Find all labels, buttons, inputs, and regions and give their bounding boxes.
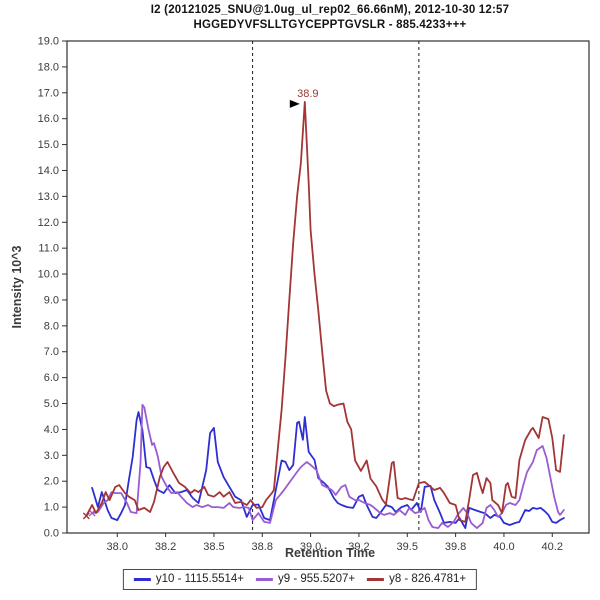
x-axis-title: Retention Time [284, 546, 376, 560]
x-tick-label: 38.2 [155, 541, 176, 553]
y-tick-label: 17.0 [38, 87, 59, 99]
plot-frame [66, 40, 590, 534]
y-tick-label: 7.0 [44, 346, 59, 358]
legend-swatch-y9 [256, 577, 274, 581]
series-line-y10 [91, 411, 565, 529]
y-tick-label: 19.0 [38, 36, 59, 48]
y-tick-label: 16.0 [38, 113, 59, 125]
peak-pointer-icon [289, 99, 300, 108]
x-tick-label: 39.2 [348, 541, 369, 553]
y-tick-label: 15.0 [38, 139, 59, 151]
y-tick-label: 8.0 [44, 320, 59, 332]
legend-label-y10: y10 - 1115.5514+ [155, 573, 245, 585]
y-tick-label: 1.0 [44, 502, 59, 514]
y-tick-label: 5.0 [44, 398, 59, 410]
legend-item-y10: y10 - 1115.5514+ [133, 573, 245, 585]
legend-label-y9: y9 - 955.5207+ [278, 573, 356, 585]
x-tick-label: 39.8 [445, 541, 466, 553]
y-tick-label: 14.0 [38, 165, 59, 177]
x-tick-label: 38.0 [107, 541, 128, 553]
legend-label-y8: y8 - 826.4781+ [389, 573, 467, 585]
legend-box: y10 - 1115.5514+ y9 - 955.5207+ y8 - 826.4… [122, 569, 478, 590]
y-tick-label: 13.0 [38, 191, 59, 203]
x-tick-label: 40.2 [542, 541, 563, 553]
x-tick-label: 39.0 [300, 541, 321, 553]
legend-item-y8: y8 - 826.4781+ [367, 573, 466, 585]
chart-title: I2 (20121025_SNU@1.0ug_ul_rep02_66.66nM)… [150, 4, 510, 16]
chart-subtitle: HGGEDYVFSLLTGYCEPPTGVSLR - 885.4233+++ [193, 19, 467, 31]
y-tick-label: 6.0 [44, 372, 59, 384]
x-tick-label: 38.5 [203, 541, 224, 553]
y-tick-label: 3.0 [44, 450, 59, 462]
x-tick-label: 38.8 [252, 541, 273, 553]
x-tick-label: 39.5 [397, 541, 418, 553]
legend-swatch-y10 [133, 577, 151, 581]
y-tick-label: 4.0 [44, 424, 59, 436]
y-tick-label: 12.0 [38, 217, 59, 229]
legend-item-y9: y9 - 955.5207+ [256, 573, 355, 585]
y-tick-label: 10.0 [38, 269, 59, 281]
series-line-y8 [85, 101, 565, 523]
peak-rt-annotation: 38.9 [297, 88, 318, 100]
y-tick-label: 11.0 [38, 243, 59, 255]
y-axis-title: Intensity 10^3 [10, 245, 24, 329]
series-start-marker-y8 [82, 512, 90, 520]
y-tick-label: 9.0 [44, 294, 59, 306]
y-tick-label: 18.0 [38, 61, 59, 73]
y-tick-label: 0.0 [44, 528, 59, 540]
y-tick-label: 2.0 [44, 476, 59, 488]
legend-swatch-y8 [367, 577, 385, 581]
x-tick-label: 40.0 [493, 541, 514, 553]
